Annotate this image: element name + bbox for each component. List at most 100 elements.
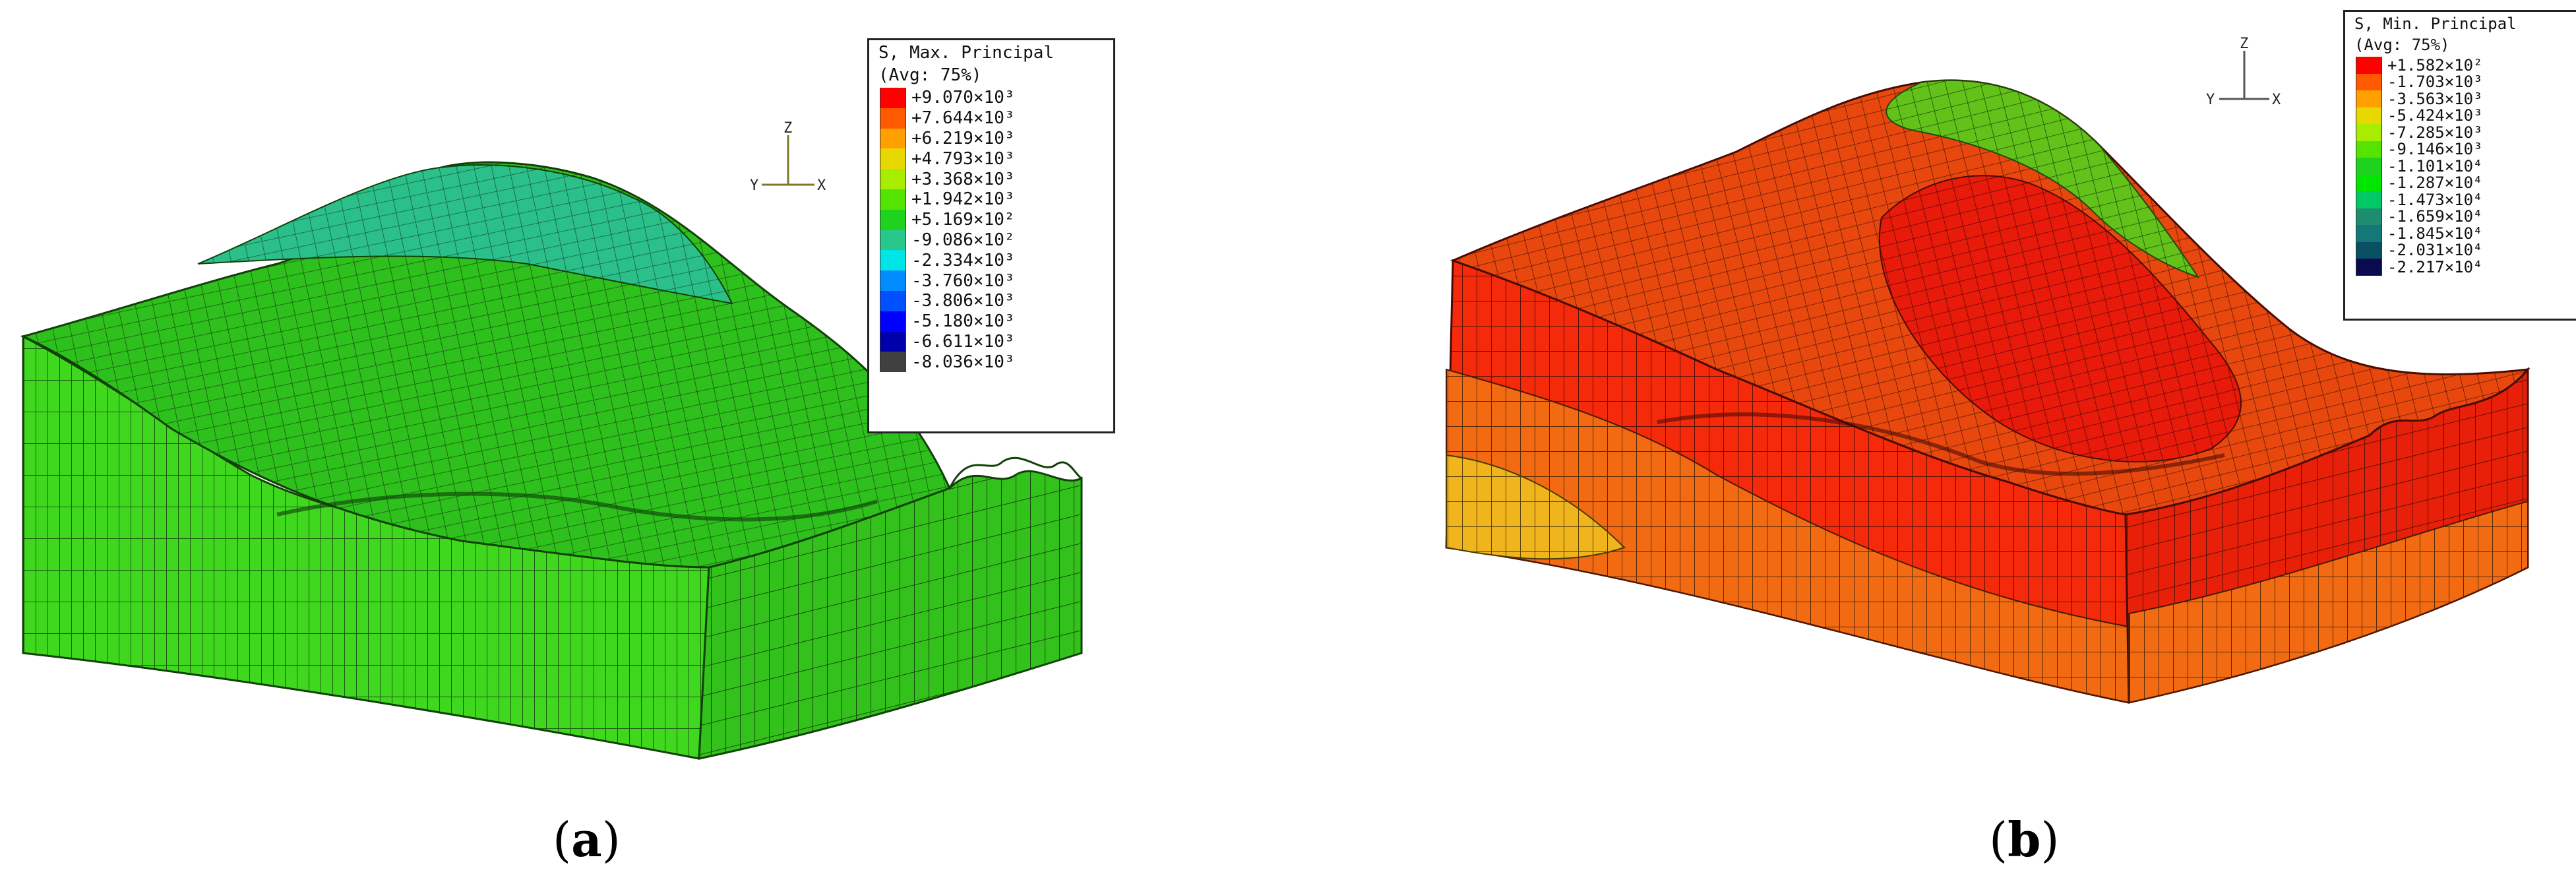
legend-color-swatch	[880, 128, 906, 149]
legend-color-swatch	[880, 230, 906, 251]
model-ridge-band	[197, 164, 733, 305]
legend-color-swatch	[880, 148, 906, 170]
legend-entry: +9.070×10³	[880, 88, 1113, 108]
legend-entry: -1.101×10⁴	[2356, 156, 2576, 175]
legend-entry: -3.806×10³	[880, 290, 1113, 311]
panel-b: S, Min. Principal (Avg: 75%) +1.582×10² -…	[1288, 0, 2576, 878]
caption-close-paren: )	[2040, 812, 2060, 867]
legend-entry: -5.180×10³	[880, 311, 1113, 332]
caption-open-paren: (	[553, 812, 572, 867]
legend-color-swatch	[880, 311, 906, 332]
model-top-red-lobe	[1878, 175, 2242, 462]
axis-y-label: Y	[2206, 92, 2215, 108]
legend-entry: -2.334×10³	[880, 250, 1113, 271]
caption-close-paren: )	[601, 812, 621, 867]
legend-value: -2.031×10⁴	[2387, 241, 2483, 260]
legend-color-swatch	[2356, 141, 2382, 158]
model-valley-crease	[276, 491, 878, 522]
axis-z-label: Z	[2240, 36, 2248, 52]
legend-value: -8.036×10³	[911, 352, 1015, 372]
fem-model-min-principal	[1445, 79, 2530, 704]
legend-value: -3.806×10³	[911, 291, 1015, 311]
legend-subtitle: (Avg: 75%)	[878, 65, 982, 85]
axis-triad: Z Y X	[2205, 36, 2284, 111]
legend-color-swatch	[2356, 191, 2382, 208]
legend-value: -5.180×10³	[911, 311, 1015, 332]
legend-entry: -8.036×10³	[880, 352, 1113, 373]
legend-entry: +7.644×10³	[880, 108, 1113, 129]
legend-value: -2.217×10⁴	[2387, 257, 2483, 276]
legend-value: -1.703×10³	[2387, 73, 2483, 92]
legend-color-swatch	[2356, 73, 2382, 90]
legend-entry: -5.424×10³	[2356, 106, 2576, 125]
caption-b: (b)	[1989, 811, 2060, 867]
caption-a: (a)	[553, 811, 621, 867]
legend-entry: -1.287×10⁴	[2356, 173, 2576, 192]
legend-value: -9.086×10²	[911, 230, 1015, 250]
legend-value: +6.219×10³	[911, 128, 1015, 148]
caption-letter: a	[571, 811, 602, 867]
legend-value: -1.101×10⁴	[2387, 156, 2483, 175]
legend-rows: +9.070×10³ +7.644×10³ +6.219×10³ +4.793×10³…	[869, 85, 1113, 377]
legend-color-swatch	[880, 331, 906, 352]
legend-color-swatch	[2356, 241, 2382, 259]
legend-entry: -3.760×10³	[880, 270, 1113, 291]
model-ridge-green	[1886, 79, 2200, 278]
legend-color-swatch	[880, 352, 906, 373]
legend-color-swatch	[880, 108, 906, 129]
legend-entry: -1.845×10⁴	[2356, 224, 2576, 243]
legend-entry: -2.217×10⁴	[2356, 257, 2576, 276]
caption-open-paren: (	[1989, 812, 2008, 867]
legend-color-swatch	[2356, 158, 2382, 175]
legend-rows: +1.582×10² -1.703×10³ -3.563×10³ -5.424×10³…	[2345, 54, 2576, 281]
legend-entry: +6.219×10³	[880, 128, 1113, 149]
legend-value: -1.845×10⁴	[2387, 224, 2483, 243]
fem-model-max-principal	[20, 161, 1083, 760]
legend-color-swatch	[880, 189, 906, 210]
legend-value: -3.760×10³	[911, 270, 1015, 291]
model-side-strata	[2128, 500, 2529, 704]
legend-color-swatch	[880, 270, 906, 291]
legend-entry: -3.563×10³	[2356, 90, 2576, 108]
axis-triad: Z Y X	[749, 120, 828, 197]
legend-entry: -1.473×10⁴	[2356, 191, 2576, 209]
model-valley-crease	[1657, 412, 2225, 476]
legend-entry: +4.793×10³	[880, 148, 1113, 170]
legend-value: -5.424×10³	[2387, 106, 2483, 125]
legend-color-swatch	[2356, 208, 2382, 225]
legend-value: -9.146×10³	[2387, 140, 2483, 159]
axis-x-label: X	[2272, 92, 2281, 108]
legend-value: +5.169×10²	[911, 210, 1015, 230]
legend-title: S, Min. Principal	[2354, 15, 2517, 33]
legend-title: S, Max. Principal	[878, 43, 1055, 63]
legend-entry: +5.169×10²	[880, 209, 1113, 230]
legend-value: +1.942×10³	[911, 189, 1015, 210]
model-front-strata-yellow	[1446, 454, 1626, 560]
legend-entry: -6.611×10³	[880, 331, 1113, 352]
model-right-peaks	[948, 456, 1082, 489]
model-front-strata-orange	[1446, 368, 2130, 704]
legend-entry: -7.285×10³	[2356, 123, 2576, 142]
legend-color-swatch	[2356, 57, 2382, 74]
legend-color-swatch	[2356, 124, 2382, 141]
panel-a: S, Max. Principal (Avg: 75%) +9.070×10³ +…	[20, 38, 1115, 867]
legend-color-swatch	[2356, 174, 2382, 191]
legend-value: +4.793×10³	[911, 148, 1015, 169]
legend-subtitle: (Avg: 75%)	[2354, 36, 2450, 54]
legend-value: +9.070×10³	[911, 88, 1015, 108]
legend-color-swatch	[880, 169, 906, 189]
legend-value: +3.368×10³	[911, 169, 1015, 189]
caption-letter: b	[2008, 811, 2041, 867]
legend-color-swatch	[2356, 259, 2382, 276]
legend-color-swatch	[880, 250, 906, 271]
legend-value: -1.659×10⁴	[2387, 207, 2483, 226]
legend-value: -7.285×10³	[2387, 123, 2483, 142]
legend-entry: +3.368×10³	[880, 169, 1113, 189]
legend-color-swatch	[2356, 225, 2382, 242]
legend-color-swatch	[880, 88, 906, 108]
legend-entry: -2.031×10⁴	[2356, 241, 2576, 260]
axis-y-label: Y	[750, 177, 758, 194]
legend-color-swatch	[880, 290, 906, 311]
legend-entry: +1.942×10³	[880, 189, 1113, 210]
legend-entry: -9.086×10²	[880, 230, 1113, 251]
